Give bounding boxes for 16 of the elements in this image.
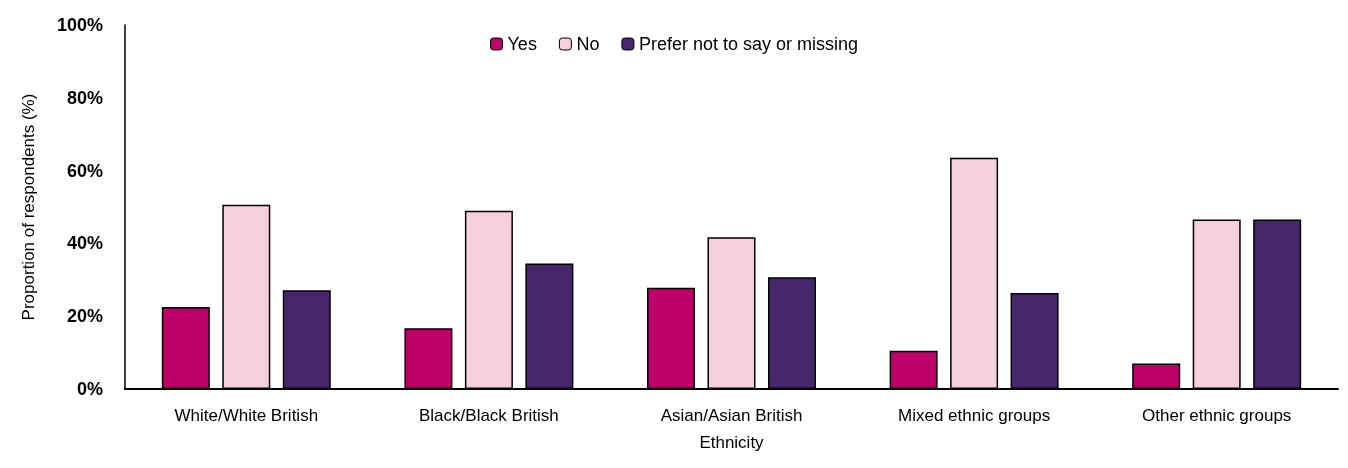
y-tick-label: 80% <box>66 87 103 108</box>
x-tick-label: Other ethnic groups <box>1142 406 1292 425</box>
legend-label: Yes <box>507 34 537 54</box>
legend-label: Prefer not to say or missing <box>638 34 858 54</box>
x-tick-label: Mixed ethnic groups <box>898 406 1051 425</box>
y-tick-label: 60% <box>66 160 103 181</box>
y-tick-label: 100% <box>56 15 103 35</box>
x-axis-title: Ethnicity <box>699 433 765 452</box>
x-tick-label: Black/Black British <box>418 406 559 425</box>
y-tick-label: 20% <box>66 306 103 327</box>
y-tick-label: 40% <box>66 233 103 254</box>
legend-label: No <box>576 34 600 54</box>
x-tick-label: White/White British <box>174 406 319 425</box>
y-axis-title: Proportion of respondents (%) <box>19 93 38 321</box>
x-tick-label: Asian/Asian British <box>660 406 803 425</box>
y-tick-label: 0% <box>76 379 103 399</box>
